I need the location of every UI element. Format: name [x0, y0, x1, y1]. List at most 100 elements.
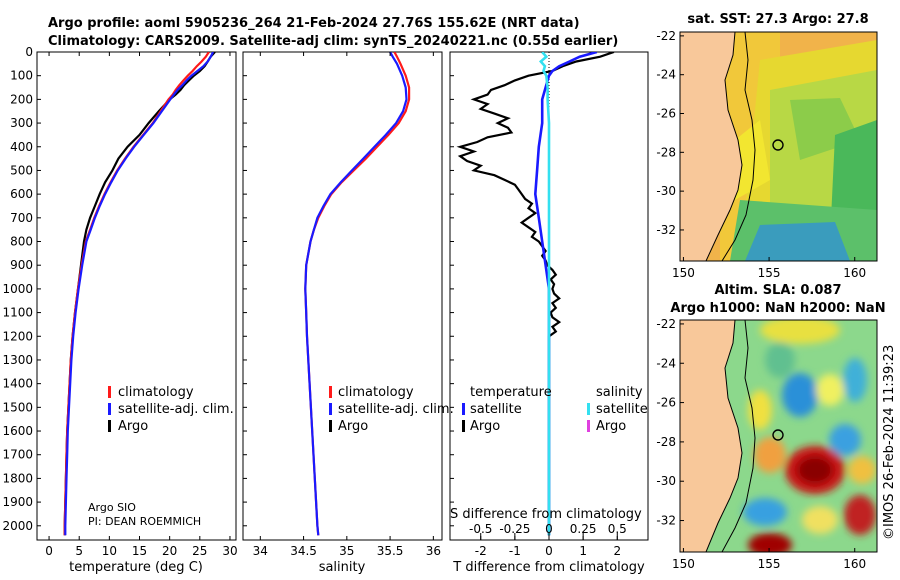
legend-swatch-climatology: [108, 386, 111, 398]
depth-tick-label: 1300: [2, 353, 33, 367]
legend-label-satellite: satellite-adj. clim.: [338, 402, 454, 417]
salinity-x-axis: 34 34.5 35 35.5 36: [253, 52, 441, 558]
sst-land-australia: [680, 32, 742, 261]
series-climatology: [63, 52, 210, 536]
depth-tick-label: 1500: [2, 400, 33, 414]
x-tick-label: 5: [75, 544, 83, 558]
x-tick-label: 15: [132, 544, 147, 558]
map-x-tick-label: 155: [758, 557, 781, 571]
sla-map-title-line1: Altim. SLA: 0.087: [715, 283, 842, 298]
map-y-tick-label: -30: [656, 184, 676, 198]
difference-x2label: S difference from climatology: [450, 507, 642, 522]
sla-map-axes: 150 155 160 -22 -24 -26 -28 -30 -32: [656, 317, 866, 571]
map-x-tick-label: 160: [843, 557, 866, 571]
sst-cool-patch: [745, 222, 850, 261]
depth-tick-label: 1400: [2, 377, 33, 391]
map-y-tick-label: -28: [656, 435, 676, 449]
sst-coastline: [705, 32, 743, 261]
salinity-legend: climatology satellite-adj. clim. Argo: [329, 385, 454, 434]
map-y-tick-label: -28: [656, 145, 676, 159]
map-y-tick-label: -30: [656, 474, 676, 488]
series-t-argo: [456, 52, 615, 536]
x-tick-label: -1: [509, 544, 521, 558]
legend-swatch-argo: [329, 420, 332, 432]
legend-label-t-satellite: satellite: [470, 402, 522, 417]
temperature-plot: [63, 52, 216, 536]
sst-map-axes: 150 155 160 -22 -24 -26 -28 -30 -32: [656, 29, 866, 280]
series-satellite-adj-clim-: [64, 52, 215, 536]
x-tick-label: 36: [426, 544, 441, 558]
sst-map-frame: [679, 31, 878, 262]
x2-tick-label: -0.25: [499, 522, 530, 536]
sla-map: [680, 320, 877, 552]
map-x-tick-label: 160: [843, 266, 866, 280]
depth-tick-label: 0: [25, 45, 33, 59]
legend-title-salinity: salinity: [596, 385, 643, 400]
depth-tick-label: 900: [10, 258, 33, 272]
sla-anomaly-field: [743, 320, 876, 552]
sla-map-frame: [679, 319, 878, 553]
depth-tick-label: 1800: [2, 471, 33, 485]
depth-tick-label: 100: [10, 69, 33, 83]
sst-coastal-yellow: [735, 120, 770, 200]
sst-map-title: sat. SST: 27.3 Argo: 27.8: [687, 12, 868, 27]
pi-label: PI: DEAN ROEMMICH: [88, 515, 201, 528]
depth-tick-label: 200: [10, 92, 33, 106]
map-y-tick-label: -24: [656, 68, 676, 82]
x-tick-label: 1: [579, 544, 587, 558]
x-tick-label: 35.5: [377, 544, 404, 558]
figure-title-line2: Climatology: CARS2009. Satellite-adj cli…: [48, 34, 618, 49]
map-y-tick-label: -22: [656, 29, 676, 43]
legend-label-s-satellite: satellite: [596, 402, 648, 417]
x-tick-label: 30: [222, 544, 237, 558]
depth-tick-label: 1100: [2, 306, 33, 320]
legend-swatch-satellite: [329, 403, 332, 415]
depth-tick-label: 600: [10, 187, 33, 201]
series-t-satellite: [533, 52, 598, 536]
argo-lab-label: Argo SIO: [88, 501, 136, 514]
map-x-tick-label: 150: [672, 557, 695, 571]
legend-label-satellite: satellite-adj. clim.: [118, 402, 234, 417]
x2-tick-label: 0.25: [570, 522, 597, 536]
depth-tick-label: 500: [10, 163, 33, 177]
depth-tick-label: 1200: [2, 329, 33, 343]
legend-label-climatology: climatology: [338, 385, 414, 400]
legend-swatch-s-argo: [587, 420, 590, 432]
x-tick-label: 0: [45, 544, 53, 558]
map-y-tick-label: -26: [656, 107, 676, 121]
legend-swatch-satellite: [108, 403, 111, 415]
x-tick-label: 2: [613, 544, 621, 558]
depth-tick-label: 1600: [2, 424, 33, 438]
depth-tick-label: 300: [10, 116, 33, 130]
difference-plot: [456, 52, 615, 540]
sst-map: [680, 32, 877, 261]
legend-swatch-s-satellite: [587, 403, 590, 415]
map-y-tick-label: -22: [656, 317, 676, 331]
x-tick-label: 0: [545, 544, 553, 558]
x-tick-label: 25: [192, 544, 207, 558]
map-x-tick-label: 150: [672, 266, 695, 280]
sst-isobath: [721, 32, 756, 261]
figure-title-line1: Argo profile: aoml 5905236_264 21-Feb-20…: [48, 16, 580, 31]
depth-tick-label: 2000: [2, 519, 33, 533]
x-tick-label: 34: [253, 544, 268, 558]
x2-tick-label: -0.5: [469, 522, 492, 536]
depth-tick-label: 700: [10, 211, 33, 225]
salinity-axes: [242, 51, 443, 541]
legend-swatch-climatology: [329, 386, 332, 398]
legend-label-climatology: climatology: [118, 385, 194, 400]
difference-xlabel: T difference from climatology: [452, 560, 645, 575]
depth-axis: 0 100 200 300 400 500 600 700 800 900 1000 1100 1200…: [2, 45, 454, 533]
map-y-tick-label: -32: [656, 514, 676, 528]
sla-coastline: [705, 320, 743, 552]
series-s-satellite: [538, 52, 551, 536]
x-tick-label: 20: [162, 544, 177, 558]
salinity-plot: [304, 52, 411, 536]
legend-label-s-argo: Argo: [596, 419, 626, 434]
temperature-axes: [36, 51, 237, 541]
salinity-xlabel: salinity: [319, 560, 366, 575]
depth-tick-label: 800: [10, 235, 33, 249]
map-y-tick-label: -26: [656, 396, 676, 410]
difference-legend: temperature salinity satellite Argo sate…: [462, 385, 648, 434]
